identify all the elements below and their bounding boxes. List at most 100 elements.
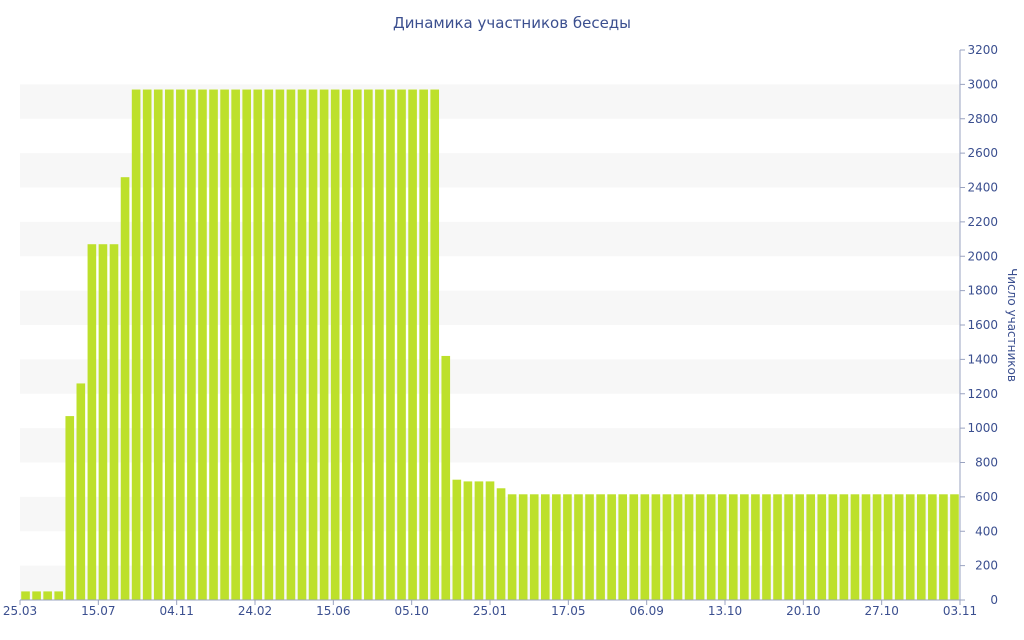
y-tick-label: 1200 <box>967 387 998 401</box>
bar <box>209 89 218 600</box>
bar <box>928 494 937 600</box>
bar <box>441 355 451 600</box>
bar <box>485 481 495 600</box>
bar <box>65 416 75 600</box>
bar <box>563 494 572 600</box>
x-tick-label: 25.03 <box>3 604 37 618</box>
bar <box>375 89 384 600</box>
chart-title: Динамика участников беседы <box>393 14 631 32</box>
bar <box>905 494 915 600</box>
bars-group <box>21 89 959 600</box>
y-tick-label: 200 <box>975 559 998 573</box>
bar <box>872 494 882 600</box>
bar <box>463 481 473 600</box>
bar <box>286 89 296 600</box>
bar <box>607 494 616 600</box>
bar <box>717 494 727 600</box>
bar <box>231 89 240 600</box>
bar <box>109 244 119 600</box>
x-tick-label: 20.10 <box>786 604 820 618</box>
bar <box>529 494 539 600</box>
x-tick-label: 24.02 <box>238 604 272 618</box>
y-tick-label: 1400 <box>967 352 998 366</box>
bar <box>806 494 816 600</box>
bar <box>695 494 705 600</box>
bar <box>474 481 484 600</box>
x-tick-label: 04.11 <box>159 604 193 618</box>
bar <box>220 89 229 600</box>
y-tick-label: 2000 <box>967 249 998 263</box>
bar <box>131 89 141 600</box>
bar <box>308 89 318 600</box>
y-tick-label: 1600 <box>967 318 998 332</box>
y-tick-label: 3000 <box>967 77 998 91</box>
bar <box>728 494 738 600</box>
bar <box>839 494 849 600</box>
bar <box>629 494 639 600</box>
x-tick-label: 03.11 <box>943 604 977 618</box>
y-tick-label: 3200 <box>967 43 998 57</box>
bar <box>153 89 163 600</box>
bar <box>784 494 793 600</box>
x-tick-label: 15.07 <box>81 604 115 618</box>
bar <box>76 383 86 600</box>
bar <box>552 494 561 600</box>
bar <box>762 494 771 600</box>
bar <box>120 177 130 600</box>
bar <box>673 494 683 600</box>
bar <box>364 89 373 600</box>
bar <box>164 89 174 600</box>
y-tick-label: 800 <box>975 456 998 470</box>
x-axis-ticks: 25.03 15.07 04.11 24.02 15.06 05.10 25.01 17.05… <box>3 600 977 618</box>
bar <box>773 494 782 600</box>
bar <box>264 89 274 600</box>
bar <box>297 89 307 600</box>
bar <box>585 494 594 600</box>
bar <box>850 494 860 600</box>
bar <box>419 89 428 600</box>
bar <box>496 488 506 600</box>
bar <box>397 89 406 600</box>
x-tick-label: 06.09 <box>629 604 663 618</box>
y-tick-label: 2400 <box>967 181 998 195</box>
bar <box>319 89 329 600</box>
bar <box>507 494 517 600</box>
bar <box>861 494 871 600</box>
bar <box>21 591 30 600</box>
y-axis-label: Число участников <box>1005 268 1019 382</box>
bar <box>275 89 285 600</box>
y-tick-label: 2200 <box>967 215 998 229</box>
bar <box>352 89 362 600</box>
bar <box>87 244 97 600</box>
bar <box>751 494 760 600</box>
bar <box>176 89 185 600</box>
y-tick-label: 600 <box>975 490 998 504</box>
bar <box>32 591 41 600</box>
bar <box>939 494 948 600</box>
bar <box>242 89 252 600</box>
bar <box>795 494 804 600</box>
bar <box>452 479 462 600</box>
bar <box>706 494 716 600</box>
y-axis-ticks: 0 200 400 600 800 1000 1200 1400 1600 1800 2000 220… <box>960 43 998 607</box>
x-tick-label: 05.10 <box>394 604 428 618</box>
bar <box>54 591 64 600</box>
y-tick-label: 400 <box>975 524 998 538</box>
bar <box>684 494 694 600</box>
x-tick-label: 13.10 <box>708 604 742 618</box>
bar <box>916 494 926 600</box>
bar <box>408 89 417 600</box>
bar <box>618 494 628 600</box>
bar <box>341 89 351 600</box>
bar <box>817 494 827 600</box>
bar <box>253 89 263 600</box>
bar <box>142 89 152 600</box>
bar <box>43 591 52 600</box>
bar <box>883 494 893 600</box>
bar <box>662 494 672 600</box>
bar <box>740 494 749 600</box>
bar <box>540 494 550 600</box>
bar <box>386 89 395 600</box>
bar <box>596 494 605 600</box>
